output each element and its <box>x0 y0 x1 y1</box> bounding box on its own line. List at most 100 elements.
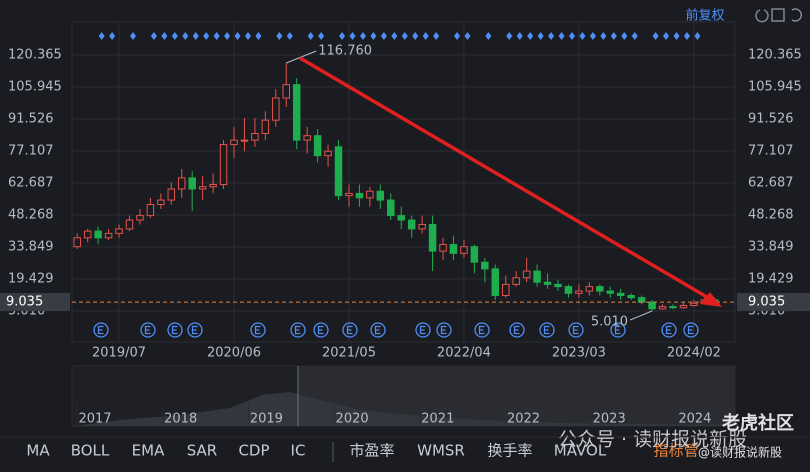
candle-body <box>345 192 353 197</box>
candle-body <box>188 177 196 190</box>
y-tick-label-right: 91.526 <box>748 112 794 127</box>
toolbar-item[interactable]: 指标管 <box>653 442 698 460</box>
toolbar-item[interactable]: BOLL <box>71 442 110 460</box>
candle-body <box>648 301 656 310</box>
event-diamond <box>213 32 220 40</box>
earnings-marker <box>661 322 677 338</box>
navigator-year: 2024 <box>678 412 711 427</box>
event-diamond <box>558 32 565 40</box>
y-tick-label: 19.429 <box>8 272 54 287</box>
event-diamond <box>192 32 199 40</box>
toolbar-item[interactable]: 换手率 <box>487 442 532 460</box>
y-tick-label: 48.268 <box>8 208 54 223</box>
candle-body <box>313 135 322 157</box>
earnings-marker <box>313 322 329 338</box>
watermark-community: 老虎社区 <box>722 412 794 434</box>
y-tick-label-right: 62.687 <box>748 176 794 191</box>
earnings-marker <box>93 322 109 338</box>
candle-body <box>115 228 123 234</box>
event-diamond <box>171 32 178 40</box>
event-diamond <box>621 32 628 40</box>
earnings-marker <box>140 322 156 338</box>
toolbar-item[interactable]: SAR <box>187 442 217 460</box>
earnings-marker <box>436 322 452 338</box>
toolbar-item[interactable]: 市盈率 <box>349 442 394 460</box>
event-diamond <box>380 32 387 40</box>
earnings-marker <box>568 322 584 338</box>
square-icon[interactable] <box>771 8 785 22</box>
undo-icon[interactable] <box>791 8 802 22</box>
toolbar-item[interactable]: IC <box>291 442 306 460</box>
candle-body <box>502 283 510 296</box>
earnings-glyph <box>687 325 694 335</box>
candle-body <box>282 84 290 99</box>
adjustment-toggle[interactable]: 前复权 <box>685 8 724 24</box>
toolbar-icons <box>755 8 802 23</box>
event-diamond <box>245 32 251 40</box>
navigator-year: 2020 <box>336 412 369 427</box>
earnings-marker <box>610 322 626 338</box>
candle-body <box>240 139 249 142</box>
event-diamond <box>349 32 356 40</box>
candle-body <box>543 281 552 285</box>
event-diamond <box>464 32 471 40</box>
y-tick-label: 77.107 <box>8 144 54 159</box>
candle-body <box>209 184 217 188</box>
candle-body <box>157 199 165 206</box>
candle-body <box>376 190 385 201</box>
candle-body <box>564 286 573 294</box>
event-diamond <box>569 32 575 40</box>
navigator-year: 2017 <box>78 412 111 427</box>
event-diamond <box>694 32 701 40</box>
watermark-account: 公众号 · 读财报说新股 <box>558 429 747 451</box>
candle-body <box>261 119 270 134</box>
y-tick-label: 91.526 <box>8 112 54 127</box>
event-diamond <box>318 32 325 40</box>
trend-arrow <box>299 56 713 302</box>
earnings-marker <box>370 322 386 338</box>
toolbar-item[interactable]: MA <box>26 442 50 460</box>
y-tick-label: 120.365 <box>8 48 62 63</box>
event-diamond <box>276 32 283 40</box>
event-diamond <box>286 32 293 40</box>
candle-body <box>355 192 364 199</box>
candle-body <box>136 215 144 221</box>
x-tick-label: 2024/02 <box>667 346 721 361</box>
y-tick-label-right: 77.107 <box>748 144 794 159</box>
candle-body <box>575 290 583 294</box>
event-diamond <box>224 32 231 40</box>
x-tick-label: 2022/04 <box>437 346 491 361</box>
arrow-head <box>700 292 722 307</box>
earnings-marker <box>539 322 555 338</box>
candle-body <box>73 237 81 248</box>
candle-body <box>219 144 228 186</box>
earnings-glyph <box>191 325 198 335</box>
candle-body <box>366 190 374 199</box>
toolbar-item[interactable]: CDP <box>238 442 269 460</box>
max-label: 116.760 <box>318 44 372 59</box>
event-diamond <box>600 32 607 40</box>
current-price-label-right: 9.035 <box>748 295 785 310</box>
earnings-glyph <box>317 325 324 335</box>
candle-body <box>616 292 625 296</box>
earnings-glyph <box>419 325 426 335</box>
candle-body <box>251 132 259 141</box>
earnings-marker <box>509 322 525 338</box>
refresh-icon[interactable] <box>755 9 769 23</box>
earnings-glyph <box>346 325 353 335</box>
earnings-glyph <box>254 325 261 335</box>
candle-body <box>658 306 667 310</box>
candle-body <box>418 223 426 230</box>
toolbar-item[interactable]: MAVOL <box>554 442 607 460</box>
event-diamond <box>485 32 492 40</box>
candle-body <box>230 139 238 146</box>
candle-body <box>94 230 102 239</box>
event-diamond <box>589 32 596 40</box>
earnings-marker <box>187 322 203 338</box>
earnings-glyph <box>614 325 621 335</box>
toolbar-item[interactable]: EMA <box>132 442 165 460</box>
toolbar-item[interactable]: WMSR <box>417 442 465 460</box>
earnings-glyph <box>171 325 178 335</box>
